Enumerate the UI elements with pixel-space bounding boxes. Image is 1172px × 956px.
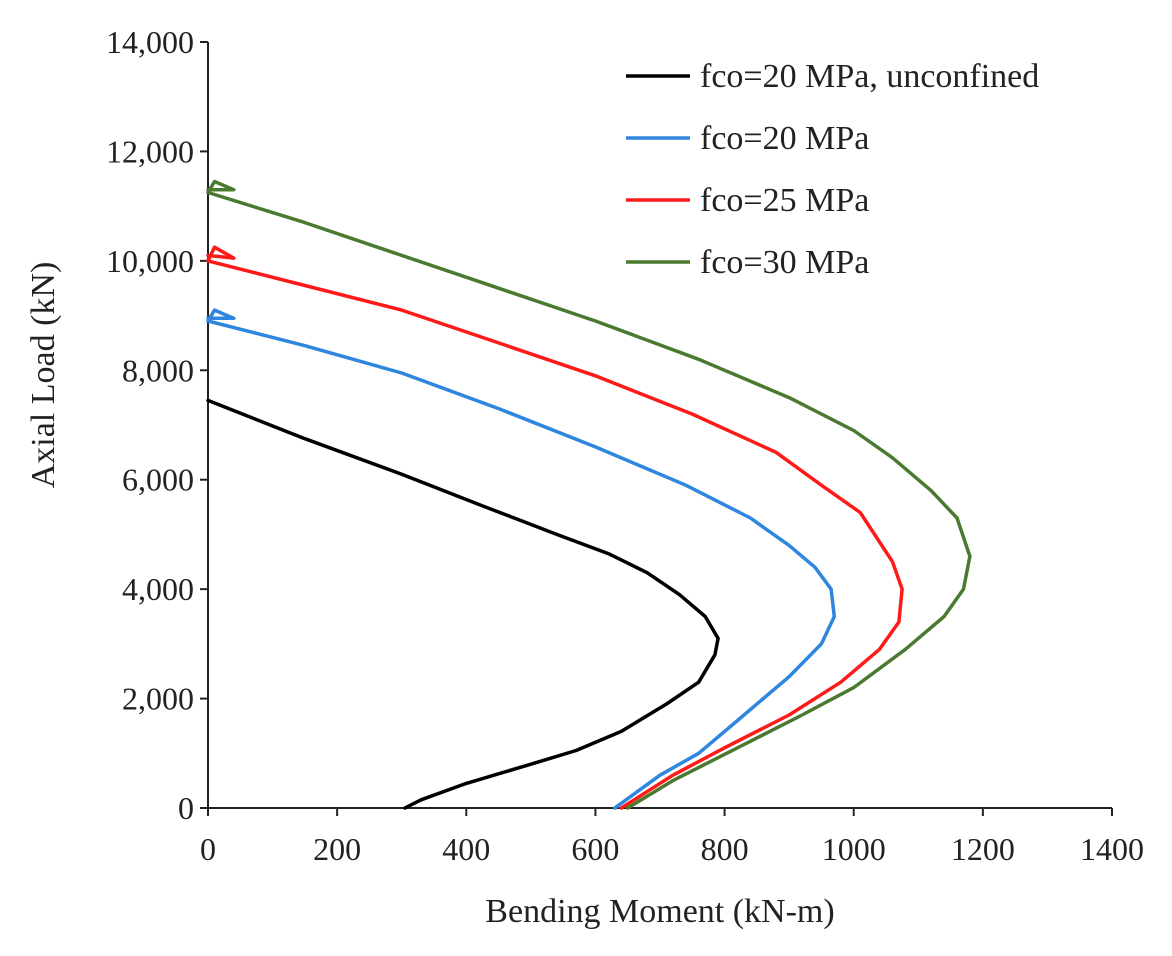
series-line-1 [206, 398, 720, 810]
legend-label: fco=20 MPa [700, 120, 869, 157]
y-tick-label: 0 [178, 790, 194, 826]
y-tick-label: 12,000 [106, 133, 194, 169]
legend: fco=20 MPa, unconfined fco=20 MPa fco=25 M… [626, 58, 1039, 281]
legend-label: fco=20 MPa, unconfined [700, 58, 1039, 95]
plot-area [207, 42, 1112, 809]
x-axis-title: Bending Moment (kN-m) [485, 893, 834, 930]
x-tick-label: 1000 [822, 831, 886, 867]
x-tick-label: 1200 [951, 831, 1015, 867]
x-tick-label: 400 [442, 831, 490, 867]
x-tick-label: 0 [200, 831, 216, 867]
y-tick-label: 8,000 [122, 352, 194, 388]
series-line-2 [206, 308, 837, 810]
y-axis-ticks: 0 2,000 4,000 6,000 8,000 10,000 12,000 14,000 [106, 24, 208, 826]
series-group [206, 179, 972, 810]
legend-label: fco=30 MPa [700, 244, 869, 281]
y-tick-label: 14,000 [106, 24, 194, 60]
series-line-3 [206, 245, 904, 810]
series-line-4 [206, 179, 972, 810]
x-tick-label: 1400 [1080, 831, 1144, 867]
y-tick-label: 6,000 [122, 462, 194, 498]
y-tick-label: 2,000 [122, 681, 194, 717]
x-tick-label: 600 [571, 831, 619, 867]
legend-label: fco=25 MPa [700, 182, 869, 219]
x-tick-label: 200 [313, 831, 361, 867]
y-tick-label: 4,000 [122, 571, 194, 607]
x-axis-ticks: 0 200 400 600 800 1000 1200 1400 [200, 808, 1144, 867]
x-tick-label: 800 [701, 831, 749, 867]
y-axis-title: Axial Load (kN) [25, 262, 62, 489]
y-tick-label: 10,000 [106, 243, 194, 279]
